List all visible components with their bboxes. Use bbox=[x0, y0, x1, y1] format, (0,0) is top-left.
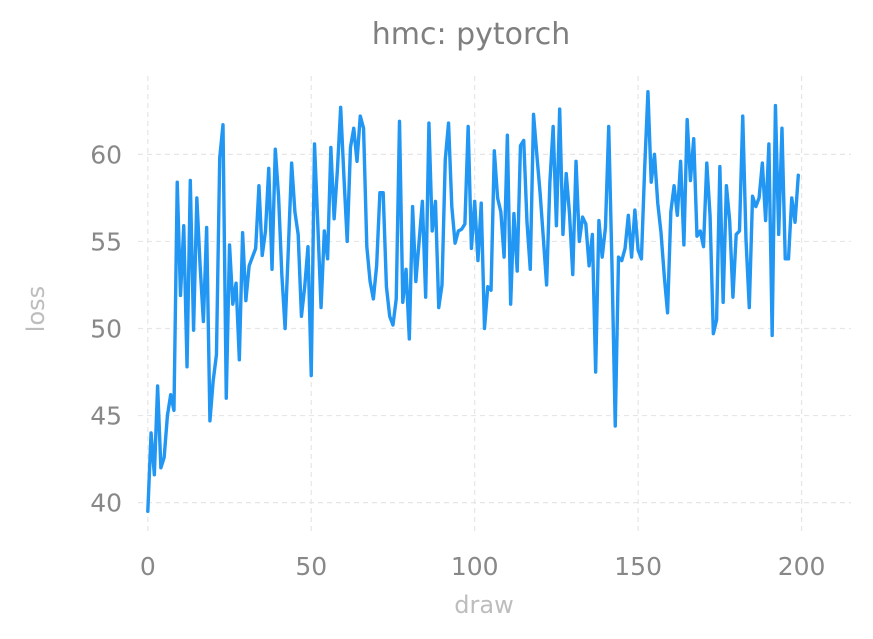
y-tick-label: 50 bbox=[90, 315, 122, 344]
series-line bbox=[146, 89, 801, 514]
series-layer bbox=[146, 89, 801, 514]
x-tick-label: 50 bbox=[295, 552, 327, 581]
x-axis-label: draw bbox=[454, 591, 513, 619]
x-tick-label: 0 bbox=[140, 552, 156, 581]
y-tick-label: 60 bbox=[90, 140, 122, 169]
chart-title: hmc: pytorch bbox=[372, 17, 570, 52]
x-tick-label: 100 bbox=[451, 552, 499, 581]
y-tick-label: 55 bbox=[90, 227, 122, 256]
grid-layer bbox=[138, 76, 851, 534]
y-tick-label: 40 bbox=[90, 489, 122, 518]
x-tick-label: 150 bbox=[614, 552, 662, 581]
y-tick-label: 45 bbox=[90, 402, 122, 431]
x-tick-label: 200 bbox=[778, 552, 826, 581]
tick-layer: 0 50 100 150 200 40 45 50 55 60 bbox=[90, 140, 825, 581]
y-axis-label: loss bbox=[22, 286, 50, 332]
